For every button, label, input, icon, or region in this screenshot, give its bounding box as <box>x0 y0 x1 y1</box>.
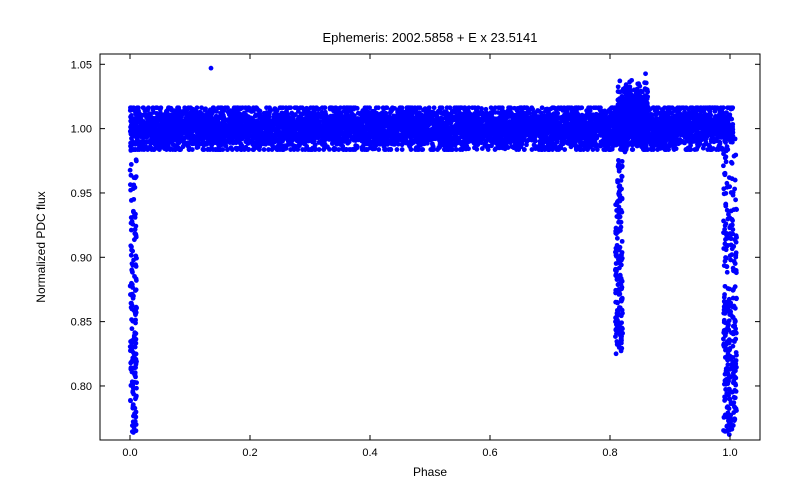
chart-svg: 0.0 0.2 0.4 0.6 0.8 1.0 0.80 0.85 0.90 0.95 1.00 1.… <box>0 0 800 500</box>
y-tick-label: 1.00 <box>71 124 92 136</box>
x-axis-label: Phase <box>413 465 447 479</box>
x-tick-label: 1.0 <box>722 447 737 459</box>
chart-bg <box>0 0 800 500</box>
phase-flux-chart: 0.0 0.2 0.4 0.6 0.8 1.0 0.80 0.85 0.90 0.95 1.00 1.… <box>0 0 800 500</box>
x-tick-label: 0.0 <box>122 447 137 459</box>
x-tick-label: 0.2 <box>242 447 257 459</box>
y-tick-label: 0.95 <box>71 188 92 200</box>
x-tick-label: 0.8 <box>602 447 617 459</box>
y-tick-label: 0.85 <box>71 317 92 329</box>
chart-title: Ephemeris: 2002.5858 + E x 23.5141 <box>322 30 537 45</box>
y-axis-label: Normalized PDC flux <box>34 191 48 302</box>
x-tick-label: 0.4 <box>362 447 377 459</box>
y-tick-label: 0.90 <box>71 252 92 264</box>
y-tick-label: 1.05 <box>71 59 92 71</box>
x-tick-label: 0.6 <box>482 447 497 459</box>
y-tick-label: 0.80 <box>71 381 92 393</box>
